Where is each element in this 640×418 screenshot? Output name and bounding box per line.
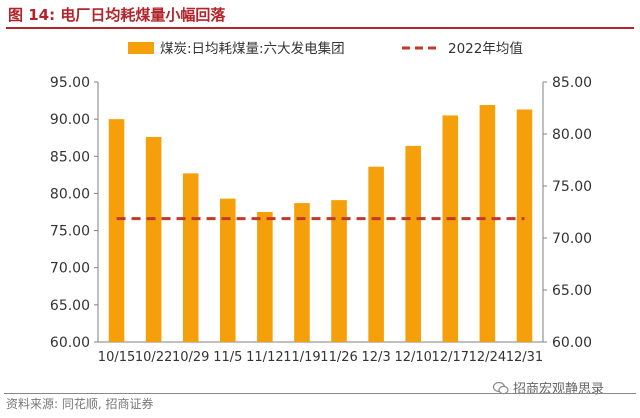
x-tick-label: 11/12 bbox=[246, 350, 283, 365]
bar-11-5 bbox=[220, 198, 236, 342]
y-left-tick-label: 90.00 bbox=[50, 112, 90, 128]
y-left-tick-label: 70.00 bbox=[50, 261, 90, 277]
wechat-icon bbox=[493, 381, 509, 395]
bar-10-29 bbox=[182, 173, 199, 342]
x-tick-label: 12/10 bbox=[394, 350, 431, 365]
y-left-tick-label: 65.00 bbox=[50, 298, 90, 314]
bar-12-3 bbox=[368, 166, 384, 342]
x-tick-label: 10/15 bbox=[98, 350, 135, 365]
legend-label-line: 2022年均值 bbox=[448, 41, 523, 57]
bar-12-31 bbox=[516, 109, 533, 342]
bar-11-26 bbox=[331, 200, 347, 342]
y-right-tick-label: 60.00 bbox=[552, 335, 592, 351]
y-left-tick-label: 60.00 bbox=[50, 335, 90, 351]
y-left-tick-label: 85.00 bbox=[50, 149, 90, 165]
legend-label-bar: 煤炭:日均耗煤量:六大发电集团 bbox=[160, 41, 345, 57]
x-tick-label: 11/19 bbox=[283, 350, 320, 365]
bars bbox=[108, 105, 533, 343]
bar-12-10 bbox=[405, 145, 421, 342]
y-left-tick-label: 95.00 bbox=[50, 75, 90, 91]
x-tick-label: 11/5 bbox=[213, 350, 242, 365]
axes: 60.00 65.00 70.00 75.00 80.00 85.00 90.00 95.00… bbox=[50, 75, 592, 351]
y-right-tick-label: 85.00 bbox=[552, 75, 592, 91]
y-right-tick-label: 75.00 bbox=[552, 179, 592, 195]
x-tick-label: 12/3 bbox=[362, 350, 391, 365]
legend: 煤炭:日均耗煤量:六大发电集团 2022年均值 bbox=[128, 41, 523, 57]
figure-title: 图 14: 电厂日均耗煤量小幅回落 bbox=[6, 3, 634, 29]
y-right-tick-label: 80.00 bbox=[552, 127, 592, 143]
bar-11-12 bbox=[257, 212, 273, 342]
y-left-tick-label: 80.00 bbox=[50, 186, 90, 202]
bar-10-15 bbox=[108, 119, 125, 343]
x-tick-label: 12/31 bbox=[506, 350, 543, 365]
y-right-tick-label: 65.00 bbox=[552, 283, 592, 299]
bar-11-19 bbox=[294, 203, 310, 342]
x-tick-label: 10/29 bbox=[172, 350, 209, 365]
source-note: 资料来源: 同花顺, 招商证券 bbox=[4, 393, 636, 415]
x-tick-label: 12/24 bbox=[469, 350, 506, 365]
x-tick-labels: 10/15 10/22 10/29 11/5 11/12 11/19 11/26 12/3 12… bbox=[98, 350, 543, 365]
bar-10-22 bbox=[145, 136, 162, 342]
bar-12-24 bbox=[479, 105, 496, 343]
y-left-tick-label: 75.00 bbox=[50, 224, 90, 240]
y-right-tick-label: 70.00 bbox=[552, 231, 592, 247]
bar-12-17 bbox=[442, 115, 459, 342]
x-tick-label: 12/17 bbox=[432, 350, 469, 365]
x-tick-label: 11/26 bbox=[320, 350, 357, 365]
legend-swatch-bar bbox=[128, 42, 154, 54]
x-tick-label: 10/22 bbox=[135, 350, 172, 365]
